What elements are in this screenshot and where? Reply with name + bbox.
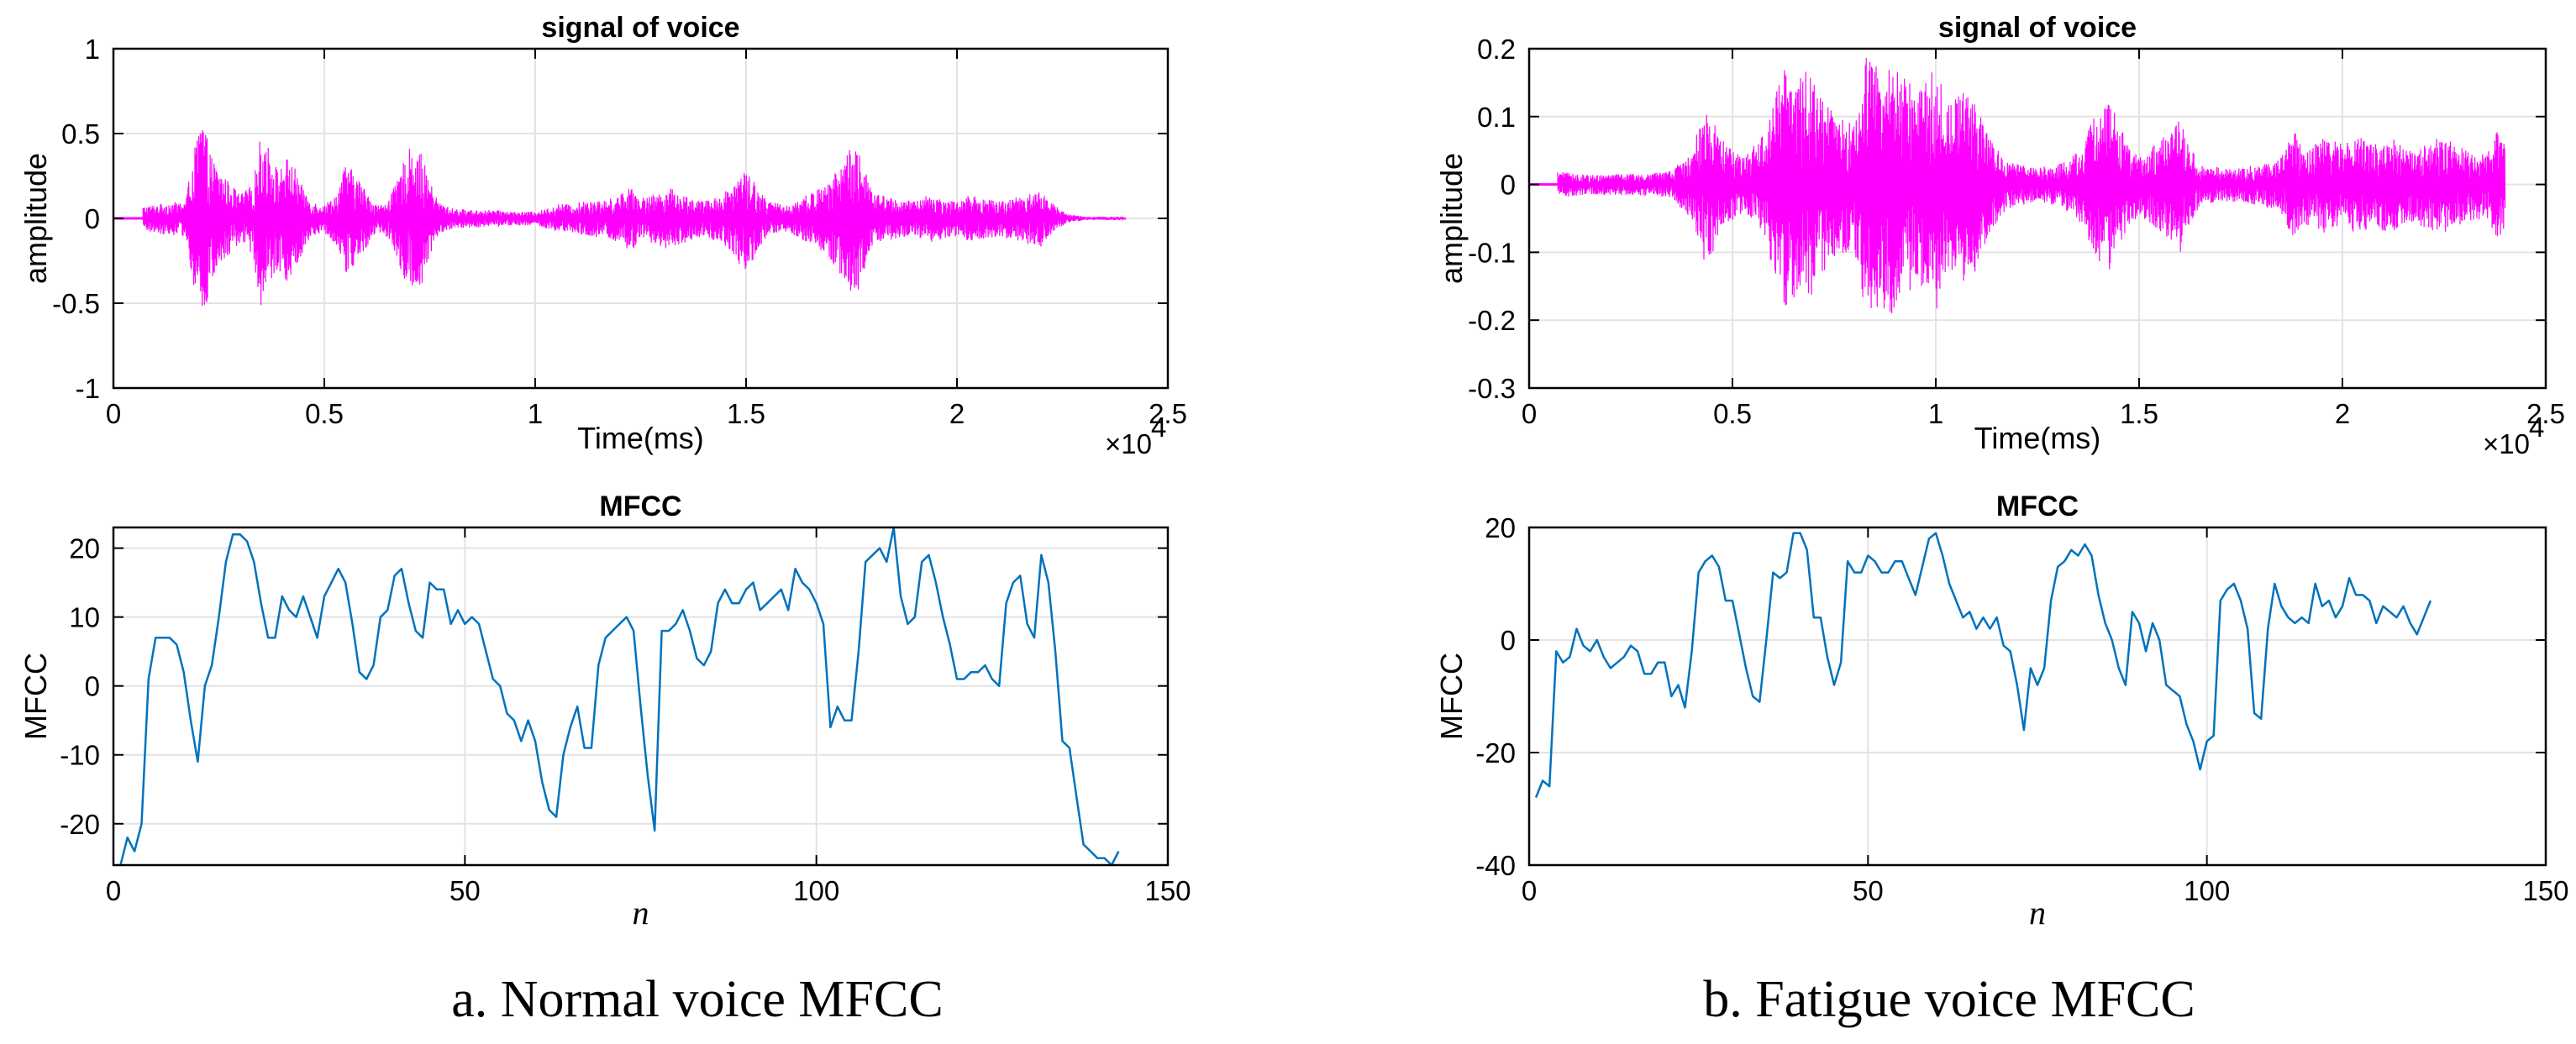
x-axis-label: n bbox=[2029, 894, 2046, 931]
axes-box bbox=[1527, 47, 2547, 390]
chart-title: MFCC bbox=[599, 491, 681, 522]
y-tick-label: -10 bbox=[60, 740, 100, 771]
caption-normal-voice: a. Normal voice MFCC bbox=[451, 971, 944, 1028]
x-tick-label: 100 bbox=[793, 875, 839, 906]
chart-title: signal of voice bbox=[541, 12, 739, 44]
y-tick-label: 1 bbox=[85, 34, 100, 65]
signal-waveform bbox=[1557, 57, 2506, 314]
x-exponent-label: ×10 bbox=[1105, 428, 1152, 459]
x-tick-label: 150 bbox=[1144, 875, 1191, 906]
y-tick-label: 20 bbox=[1485, 512, 1516, 543]
y-axis-label: amplitude bbox=[18, 153, 53, 284]
x-tick-label: 2.5 bbox=[1149, 398, 1187, 429]
x-tick-label: 1 bbox=[528, 398, 543, 429]
y-tick-label: 20 bbox=[69, 533, 100, 564]
y-axis-label: MFCC bbox=[1434, 653, 1469, 740]
x-tick-label: 0.5 bbox=[305, 398, 344, 429]
y-tick-label: 0.1 bbox=[1477, 102, 1516, 133]
y-tick-label: -0.1 bbox=[1468, 237, 1516, 268]
chart-title: MFCC bbox=[1996, 491, 2079, 522]
x-tick-label: 0 bbox=[106, 875, 121, 906]
signal-waveform bbox=[142, 129, 1127, 306]
x-exponent-label: ×10 bbox=[2483, 428, 2530, 459]
y-tick-label: 0.5 bbox=[61, 118, 100, 150]
chart-title: signal of voice bbox=[1938, 12, 2137, 44]
x-tick-label: 0 bbox=[106, 398, 121, 429]
x-tick-label: 100 bbox=[2184, 875, 2230, 906]
x-tick-label: 2 bbox=[2335, 398, 2350, 429]
y-tick-label: -40 bbox=[1475, 850, 1516, 881]
y-tick-label: -0.5 bbox=[52, 288, 100, 319]
axes-box bbox=[1527, 526, 2547, 867]
y-tick-label: 0 bbox=[85, 671, 100, 702]
x-tick-label: 1.5 bbox=[727, 398, 765, 429]
y-tick-label: 0 bbox=[85, 203, 100, 234]
y-tick-label: -20 bbox=[1475, 737, 1516, 769]
x-tick-label: 2.5 bbox=[2526, 398, 2565, 429]
mfcc-line bbox=[119, 526, 1120, 867]
y-tick-label: -0.2 bbox=[1468, 305, 1516, 336]
y-axis-label: amplitude bbox=[1434, 153, 1469, 284]
x-tick-label: 0.5 bbox=[1713, 398, 1752, 429]
x-tick-label: 0 bbox=[1522, 875, 1537, 906]
caption-fatigue-voice: b. Fatigue voice MFCC bbox=[1703, 971, 2195, 1028]
x-axis-label: Time(ms) bbox=[1974, 421, 2101, 455]
x-axis-label: n bbox=[633, 894, 649, 931]
x-exponent-power: 4 bbox=[2529, 412, 2544, 443]
x-tick-label: 0 bbox=[1522, 398, 1537, 429]
y-tick-label: 0 bbox=[1501, 625, 1516, 656]
x-tick-label: 50 bbox=[1853, 875, 1884, 906]
y-tick-label: 0.2 bbox=[1477, 34, 1516, 65]
x-tick-label: 1 bbox=[1928, 398, 1943, 429]
x-tick-label: 150 bbox=[2522, 875, 2568, 906]
y-axis-label: MFCC bbox=[18, 653, 53, 740]
x-tick-label: 50 bbox=[449, 875, 481, 906]
y-tick-label: 10 bbox=[69, 602, 100, 633]
panel-b-signal-plot: 0 0.5 1 1.5 2 2.5 0.2 0.1 0 -0.1 -0.2 -0.3 signal of… bbox=[1434, 12, 2565, 459]
x-tick-label: 2 bbox=[949, 398, 965, 429]
y-tick-label: 0 bbox=[1501, 170, 1516, 201]
y-tick-label: -1 bbox=[76, 373, 100, 404]
x-tick-label: 1.5 bbox=[2120, 398, 2158, 429]
y-tick-label: -20 bbox=[60, 809, 100, 840]
y-tick-label: -0.3 bbox=[1468, 373, 1516, 404]
x-exponent-power: 4 bbox=[1151, 412, 1166, 443]
x-axis-label: Time(ms) bbox=[577, 421, 704, 455]
axes-box bbox=[112, 526, 1170, 867]
panel-a-signal-plot: 0 0.5 1 1.5 2 2.5 1 0.5 0 -0.5 -1 signal of voice Ti… bbox=[18, 12, 1187, 459]
mfcc-line bbox=[1534, 532, 2432, 799]
